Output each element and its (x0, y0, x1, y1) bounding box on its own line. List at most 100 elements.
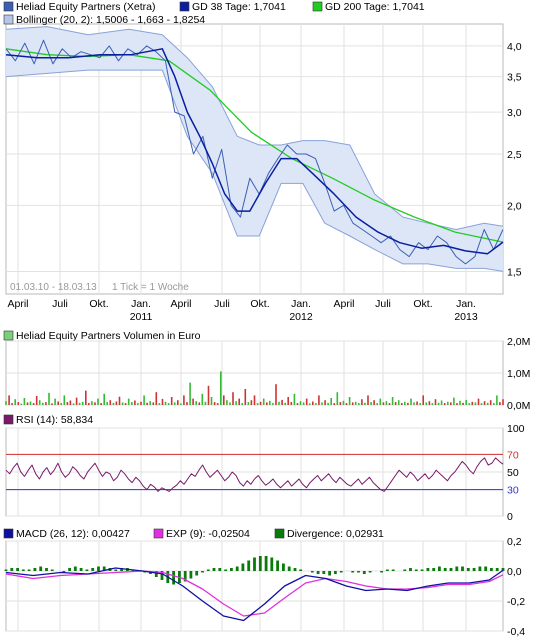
volume-bar (302, 402, 305, 405)
volume-bar (207, 385, 210, 405)
divergence-legend-swatch (274, 528, 285, 539)
divergence-bar (201, 571, 204, 573)
volume-bar (351, 402, 354, 405)
volume-bar (167, 403, 170, 405)
price-ytick-label: 1,5 (507, 266, 522, 278)
volume-bar (155, 392, 158, 405)
rsi-legend-label: RSI (14): 58,834 (16, 414, 93, 426)
volume-bar (247, 402, 250, 405)
divergence-bar (351, 571, 355, 573)
price-ytick-label: 2,0 (507, 200, 522, 212)
volume-bar (459, 400, 461, 405)
volume-bar (468, 403, 471, 405)
volume-bar (220, 371, 222, 405)
volume-bar (440, 400, 443, 405)
divergence-bar (27, 569, 31, 571)
divergence-bar (73, 566, 77, 571)
macd-ytick-label: -0,4 (507, 626, 525, 638)
volume-bar (293, 393, 296, 405)
gd38-legend-swatch (179, 1, 190, 12)
divergence-bar (97, 566, 100, 571)
divergence-bar (380, 571, 383, 573)
volume-bar (321, 402, 323, 405)
volume-bar (483, 401, 486, 405)
volume-bar (367, 395, 369, 405)
divergence-bar (247, 560, 251, 571)
volume-bar (373, 400, 375, 405)
divergence-bar (183, 571, 187, 582)
divergence-bar (79, 568, 83, 571)
divergence-bar (391, 569, 395, 571)
volume-bar (134, 400, 136, 405)
volume-bar (493, 403, 495, 405)
price-ytick-label: 2,5 (507, 149, 522, 161)
volume-bar (364, 402, 366, 405)
volume-bar (158, 403, 161, 405)
volume-bar (413, 402, 415, 405)
divergence-bar (466, 568, 470, 571)
volume-bar (192, 398, 194, 405)
volume-bar (94, 402, 96, 405)
divergence-bar (253, 557, 256, 571)
volume-bar (127, 398, 130, 405)
volume-bar (447, 401, 449, 405)
macd-ytick-label: 0,2 (507, 536, 522, 548)
volume-bar (183, 395, 185, 405)
rsi-ytick-label: 0 (507, 511, 513, 523)
volume-bar (370, 402, 372, 405)
volume-bar (226, 400, 228, 405)
volume-bar (164, 401, 167, 405)
volume-bar (284, 402, 286, 405)
volume-bar (428, 401, 431, 405)
divergence-bar (85, 569, 89, 571)
volume-bar (91, 401, 93, 405)
divergence-bar (310, 571, 314, 573)
volume-bar (308, 403, 311, 405)
volume-bar (69, 400, 72, 405)
divergence-bar (438, 566, 441, 571)
volume-bar (146, 402, 148, 405)
x-month-label: Juli (214, 298, 230, 310)
volume-bar (45, 402, 47, 405)
volume-bar (177, 400, 179, 405)
divergence-bar (293, 568, 297, 571)
divergence-bar (386, 569, 389, 571)
volume-bar (112, 402, 115, 405)
exp-legend-swatch (153, 528, 164, 539)
volume-bar (11, 403, 13, 405)
volume-bar (305, 398, 308, 405)
volume-bar (173, 402, 176, 405)
x-month-label: Okt. (89, 298, 108, 310)
divergence-bar (114, 569, 118, 571)
exp-legend-label: EXP (9): -0,02504 (166, 528, 250, 540)
divergence-bar (478, 566, 482, 571)
volume-bar (210, 397, 213, 405)
volume-bar (397, 400, 400, 405)
price-line (5, 39, 504, 265)
volume-ytick-label: 0,0M (507, 400, 530, 412)
volume-bar (422, 395, 424, 405)
divergence-bar (195, 571, 199, 576)
bollinger-lower-line (5, 69, 504, 272)
volume-bar (266, 402, 268, 405)
volume-bar (78, 402, 81, 405)
volume-ytick-label: 1,0M (507, 368, 530, 380)
divergence-bar (334, 571, 337, 574)
x-year-label: 2012 (289, 311, 313, 323)
exp-line (5, 570, 504, 617)
volume-bar (262, 398, 265, 405)
volume-bar (38, 400, 41, 405)
volume-bar (140, 401, 142, 405)
volume-bar (118, 396, 121, 405)
volume-bar (496, 395, 498, 405)
divergence-bar (443, 568, 447, 571)
x-month-label: April (7, 298, 28, 310)
volume-bar (425, 402, 428, 405)
volume-bar (404, 401, 406, 405)
volume-bar (42, 402, 44, 405)
x-month-label: Juli (52, 298, 68, 310)
divergence-bar (490, 568, 493, 571)
volume-bar (131, 402, 133, 405)
divergence-bar (455, 566, 459, 571)
